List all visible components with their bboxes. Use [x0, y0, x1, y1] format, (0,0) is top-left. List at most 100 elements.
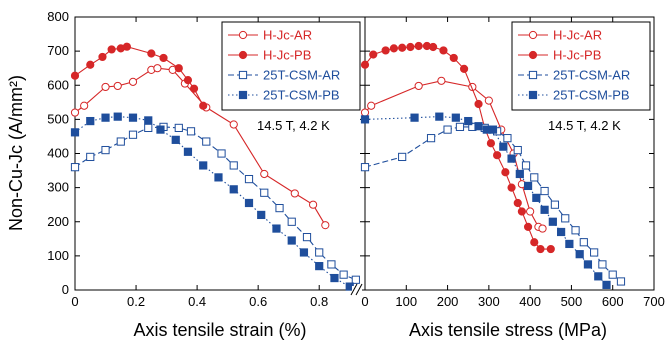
data-point — [183, 76, 193, 85]
data-point — [499, 142, 508, 151]
data-point — [451, 113, 460, 122]
axis-break-line-1 — [350, 283, 358, 296]
data-point — [561, 214, 570, 223]
data-point — [526, 207, 535, 216]
data-point — [144, 116, 153, 125]
legend-left: H-Jc-AR H-Jc-PB 25T-CSM-AR 25T-CSM-PB — [221, 21, 361, 111]
x-axis-title-left: Axis tensile strain (%) — [133, 320, 306, 340]
panel-stress: 0 100 200 300 400 500 600 700 H-Jc-AR H-Jc-PB 25T… — [360, 16, 665, 340]
axis-ticks-right: 0 100 200 300 400 500 600 700 — [361, 16, 665, 309]
data-point — [507, 154, 516, 163]
data-point — [515, 169, 524, 179]
data-point — [244, 174, 254, 184]
data-point — [360, 60, 370, 69]
data-point — [579, 238, 588, 247]
data-point — [523, 222, 533, 231]
legend-marker — [528, 70, 538, 80]
data-point — [360, 108, 370, 117]
axis-break-mark — [350, 283, 363, 296]
series-layer-right — [360, 41, 626, 289]
data-point — [229, 120, 238, 129]
data-point — [339, 270, 348, 279]
axis-break-line-2 — [355, 283, 363, 296]
data-point — [116, 137, 125, 146]
y-tick-label: 200 — [47, 214, 69, 229]
legend-label: 25T-CSM-PB — [263, 88, 340, 103]
data-point — [244, 198, 254, 208]
data-point — [530, 238, 539, 247]
data-point — [272, 224, 281, 233]
data-point — [351, 275, 360, 284]
data-point — [113, 81, 122, 91]
data-point — [455, 122, 465, 131]
x-tick-label: 0.4 — [188, 294, 206, 309]
data-point — [257, 210, 266, 220]
x-tick-label: 700 — [643, 294, 665, 309]
data-point — [86, 152, 95, 162]
y-tick-label: 800 — [47, 9, 69, 24]
data-point — [501, 168, 510, 177]
data-point — [174, 123, 183, 133]
x-tick-label: 300 — [478, 294, 500, 309]
y-tick-label: 100 — [47, 248, 69, 263]
data-point — [459, 64, 469, 73]
data-point — [70, 108, 80, 117]
legend-marker — [238, 90, 248, 100]
data-point — [113, 112, 122, 121]
data-point — [608, 270, 617, 279]
legend-label: 25T-CSM-AR — [263, 68, 340, 83]
data-point — [70, 71, 80, 80]
legend-right: H-Jc-AR H-Jc-PB 25T-CSM-AR 25T-CSM-PB — [511, 21, 651, 111]
data-point — [86, 60, 95, 69]
data-point — [464, 116, 473, 126]
data-point — [398, 43, 407, 52]
data-point — [290, 189, 299, 198]
data-point — [299, 248, 309, 257]
legend-label: H-Jc-AR — [553, 28, 602, 43]
data-point — [122, 42, 131, 51]
y-axis-title: Non-Cu-Jc (A/mm²) — [6, 75, 26, 231]
data-point — [414, 41, 423, 51]
data-point — [406, 42, 415, 52]
axis-break-gap — [352, 286, 362, 294]
data-point — [214, 173, 223, 182]
data-point — [616, 277, 626, 286]
data-point — [107, 45, 116, 54]
data-point — [398, 152, 407, 162]
data-point — [128, 77, 138, 86]
data-point — [602, 280, 611, 289]
x-tick-label: 0 — [71, 294, 78, 309]
data-point — [260, 169, 269, 179]
x-axis-title-right: Axis tensile stress (MPa) — [409, 320, 607, 340]
data-point — [429, 42, 438, 52]
legend-marker — [528, 50, 538, 60]
data-point — [174, 64, 183, 73]
data-point — [229, 161, 238, 170]
series-line-25t-csm-ar — [364, 126, 622, 282]
legend-label: H-Jc-AR — [263, 28, 312, 43]
data-point — [98, 52, 107, 62]
data-point — [474, 122, 483, 131]
x-tick-label: 600 — [602, 294, 624, 309]
y-tick-label: 400 — [47, 146, 69, 161]
data-point — [530, 173, 539, 182]
x-tick-label: 100 — [395, 294, 417, 309]
data-point — [517, 207, 526, 216]
y-tick-label: 0 — [62, 282, 69, 297]
y-tick-label: 500 — [47, 111, 69, 126]
data-point — [381, 46, 390, 55]
data-point — [507, 183, 516, 192]
data-point — [199, 101, 208, 110]
data-point — [70, 128, 80, 137]
data-point — [101, 145, 110, 155]
y-tick-label: 600 — [47, 77, 69, 92]
data-point — [302, 233, 312, 242]
panel-strain: 0 0.2 0.4 0.6 0.8 0 100 200 300 400 500 600 700 800 H… — [6, 9, 366, 340]
data-point — [546, 244, 555, 254]
data-point — [538, 224, 547, 233]
series-layer-left — [70, 42, 360, 291]
data-point — [571, 226, 580, 235]
data-point — [437, 76, 446, 85]
annotation-left: 14.5 T, 4.2 K — [257, 118, 330, 133]
data-point — [159, 53, 168, 63]
